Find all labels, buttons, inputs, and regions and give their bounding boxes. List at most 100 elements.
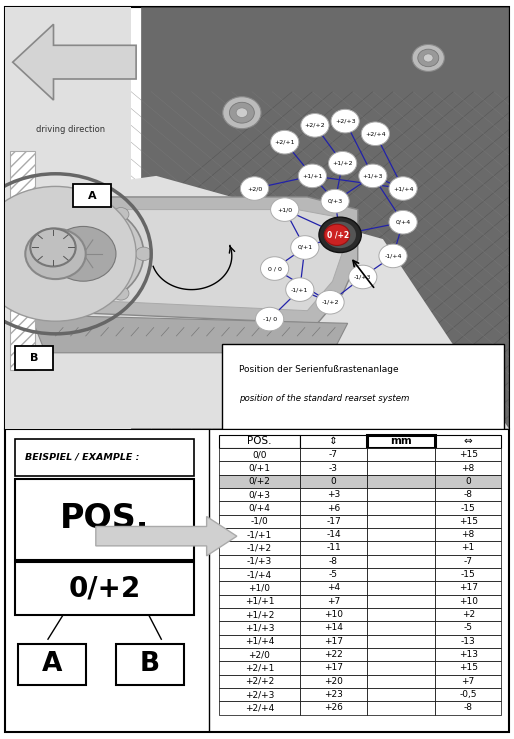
FancyBboxPatch shape xyxy=(435,528,501,542)
FancyBboxPatch shape xyxy=(219,501,300,514)
Text: +2/0: +2/0 xyxy=(248,650,270,659)
Circle shape xyxy=(113,287,129,300)
Text: +15: +15 xyxy=(458,664,478,672)
Text: +17: +17 xyxy=(324,664,343,672)
FancyBboxPatch shape xyxy=(300,608,368,621)
Circle shape xyxy=(21,269,37,282)
Text: BEISPIEL / EXAMPLE :: BEISPIEL / EXAMPLE : xyxy=(25,453,140,462)
Circle shape xyxy=(348,265,377,289)
FancyBboxPatch shape xyxy=(300,582,368,595)
FancyBboxPatch shape xyxy=(368,675,435,688)
FancyBboxPatch shape xyxy=(435,474,501,488)
FancyBboxPatch shape xyxy=(368,448,435,461)
FancyBboxPatch shape xyxy=(219,461,300,474)
Circle shape xyxy=(291,236,319,259)
Text: -1/+1: -1/+1 xyxy=(247,530,272,539)
FancyBboxPatch shape xyxy=(219,488,300,501)
FancyBboxPatch shape xyxy=(116,644,184,684)
Text: +23: +23 xyxy=(324,690,343,699)
FancyBboxPatch shape xyxy=(435,501,501,514)
FancyBboxPatch shape xyxy=(368,648,435,661)
Text: -1/+3: -1/+3 xyxy=(247,556,272,566)
FancyBboxPatch shape xyxy=(368,474,435,488)
Text: B: B xyxy=(140,651,160,678)
Circle shape xyxy=(62,198,78,211)
Text: +1/+3: +1/+3 xyxy=(245,624,274,633)
Text: B: B xyxy=(30,353,39,363)
FancyBboxPatch shape xyxy=(219,555,300,568)
Circle shape xyxy=(319,217,361,253)
Text: +22: +22 xyxy=(324,650,343,659)
Text: +3: +3 xyxy=(327,490,340,499)
Text: +2/+1: +2/+1 xyxy=(274,140,295,145)
FancyBboxPatch shape xyxy=(300,461,368,474)
Circle shape xyxy=(50,226,116,281)
Text: A: A xyxy=(42,651,62,678)
FancyBboxPatch shape xyxy=(300,488,368,501)
Circle shape xyxy=(389,177,417,200)
Text: 0: 0 xyxy=(331,477,336,486)
FancyBboxPatch shape xyxy=(368,688,435,701)
Text: A: A xyxy=(88,191,97,201)
Circle shape xyxy=(229,102,254,123)
Circle shape xyxy=(223,97,261,129)
Text: -0,5: -0,5 xyxy=(460,690,477,699)
FancyBboxPatch shape xyxy=(368,514,435,528)
Text: -15: -15 xyxy=(461,571,475,579)
FancyBboxPatch shape xyxy=(17,644,86,684)
Circle shape xyxy=(418,50,439,67)
FancyBboxPatch shape xyxy=(219,514,300,528)
Text: +2/+2: +2/+2 xyxy=(305,123,325,128)
FancyBboxPatch shape xyxy=(300,635,368,648)
FancyBboxPatch shape xyxy=(435,701,501,715)
Circle shape xyxy=(62,296,78,310)
FancyBboxPatch shape xyxy=(300,474,368,488)
Text: 0/+4: 0/+4 xyxy=(248,503,270,513)
Text: 0/+3: 0/+3 xyxy=(248,490,270,499)
Text: +1/+4: +1/+4 xyxy=(245,637,274,646)
FancyBboxPatch shape xyxy=(368,542,435,555)
Text: Position der Serienfußrastenanlage: Position der Serienfußrastenanlage xyxy=(240,365,399,374)
Text: +1/+2: +1/+2 xyxy=(333,161,353,166)
Text: +15: +15 xyxy=(458,517,478,526)
Text: +2/+1: +2/+1 xyxy=(245,664,274,672)
FancyBboxPatch shape xyxy=(300,501,368,514)
Circle shape xyxy=(324,224,350,245)
FancyBboxPatch shape xyxy=(219,448,300,461)
Text: position of the standard rearset system: position of the standard rearset system xyxy=(240,394,410,403)
Polygon shape xyxy=(96,517,237,556)
FancyBboxPatch shape xyxy=(219,701,300,715)
FancyBboxPatch shape xyxy=(435,514,501,528)
FancyBboxPatch shape xyxy=(300,595,368,608)
Text: -8: -8 xyxy=(329,556,338,566)
FancyBboxPatch shape xyxy=(368,635,435,648)
FancyBboxPatch shape xyxy=(300,621,368,635)
Circle shape xyxy=(21,225,37,239)
FancyBboxPatch shape xyxy=(368,595,435,608)
Text: +20: +20 xyxy=(324,677,343,686)
FancyBboxPatch shape xyxy=(219,648,300,661)
Text: +17: +17 xyxy=(324,637,343,646)
Text: +13: +13 xyxy=(458,650,478,659)
FancyBboxPatch shape xyxy=(368,435,435,448)
Circle shape xyxy=(424,54,433,62)
FancyBboxPatch shape xyxy=(15,439,194,476)
Text: mm: mm xyxy=(390,436,412,446)
Text: +4: +4 xyxy=(327,584,340,593)
Text: -17: -17 xyxy=(326,517,341,526)
Text: 0: 0 xyxy=(465,477,471,486)
Text: +17: +17 xyxy=(458,584,478,593)
FancyBboxPatch shape xyxy=(435,555,501,568)
Text: +2/+4: +2/+4 xyxy=(365,132,386,136)
FancyBboxPatch shape xyxy=(300,648,368,661)
Text: -1/+1: -1/+1 xyxy=(291,287,308,292)
Polygon shape xyxy=(41,210,343,310)
Text: -8: -8 xyxy=(464,490,473,499)
Circle shape xyxy=(301,114,329,137)
Text: +6: +6 xyxy=(327,503,340,513)
FancyBboxPatch shape xyxy=(435,675,501,688)
Circle shape xyxy=(261,256,289,280)
Text: -3: -3 xyxy=(329,463,338,472)
Text: +2: +2 xyxy=(462,610,475,619)
Text: +2/0: +2/0 xyxy=(247,186,262,191)
